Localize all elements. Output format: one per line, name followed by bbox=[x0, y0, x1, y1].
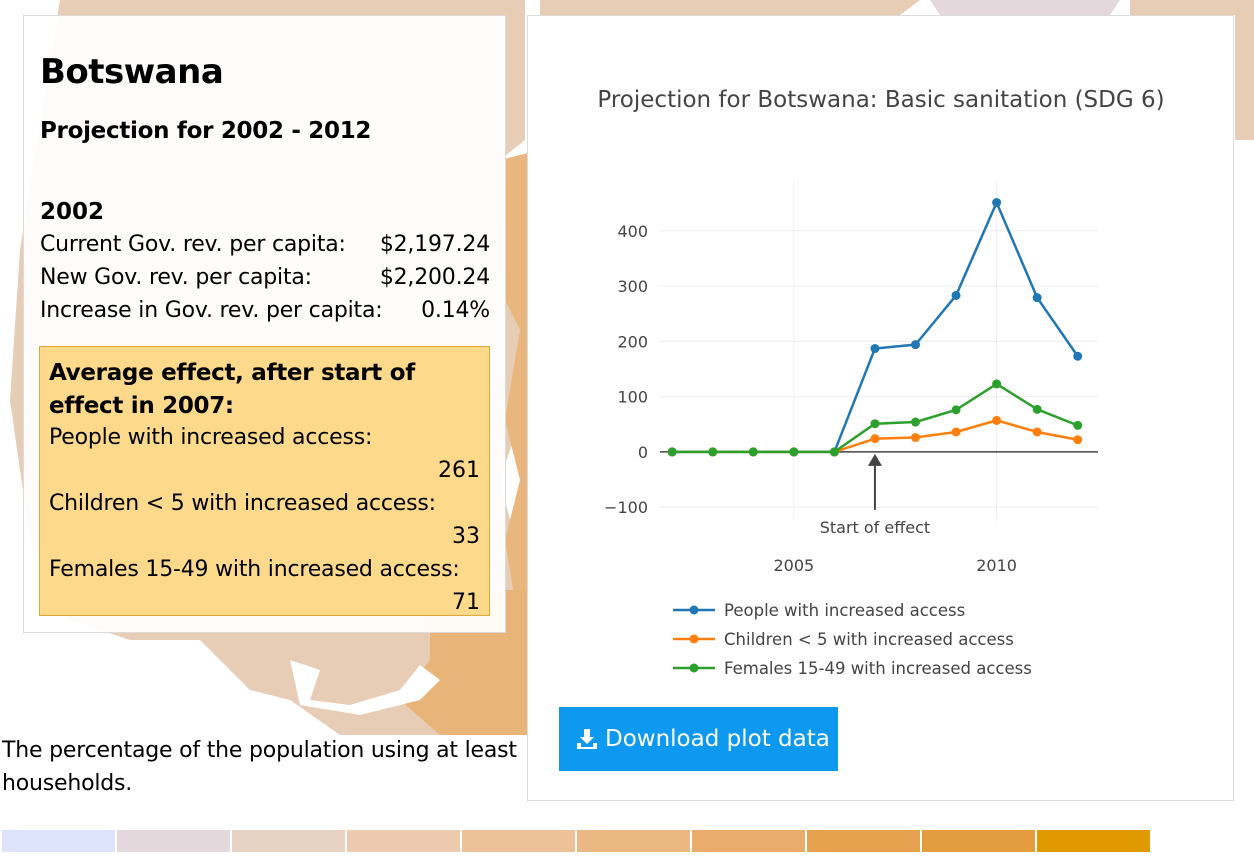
chart-panel: Projection for Botswana: Basic sanitatio… bbox=[527, 15, 1234, 801]
data-point[interactable] bbox=[667, 447, 677, 457]
data-point[interactable] bbox=[1073, 435, 1083, 445]
color-scale-swatch bbox=[577, 830, 690, 852]
map-region-north[interactable] bbox=[540, 0, 920, 15]
annotation-arrow-head bbox=[867, 453, 882, 466]
download-plot-data-button[interactable]: Download plot data bbox=[559, 707, 838, 771]
data-point[interactable] bbox=[870, 419, 880, 429]
data-point[interactable] bbox=[992, 415, 1002, 425]
stat-new-revenue: New Gov. rev. per capita: $2,200.24 bbox=[40, 265, 490, 295]
effect-children-label: Children < 5 with increased access: bbox=[49, 491, 436, 516]
data-point[interactable] bbox=[870, 434, 880, 444]
color-scale-swatch bbox=[347, 830, 460, 852]
data-point[interactable] bbox=[708, 447, 718, 457]
data-point[interactable] bbox=[1073, 351, 1083, 361]
projection-chart[interactable]: Projection for Botswana: Basic sanitatio… bbox=[528, 16, 1235, 716]
color-scale-swatch bbox=[117, 830, 230, 852]
data-point[interactable] bbox=[992, 198, 1002, 208]
color-scale-swatch bbox=[922, 830, 1035, 852]
legend-marker bbox=[689, 605, 699, 615]
description-line: The percentage of the population using a… bbox=[2, 738, 517, 763]
color-scale-swatch bbox=[2, 830, 115, 852]
annotation-label: Start of effect bbox=[820, 518, 930, 537]
series-line-people[interactable] bbox=[672, 201, 1079, 454]
country-info-panel: Botswana Projection for 2002 - 2012 2002… bbox=[23, 15, 506, 633]
chart-grid bbox=[660, 181, 1098, 521]
y-tick-label: 300 bbox=[617, 277, 648, 296]
country-name: Botswana bbox=[40, 52, 224, 92]
legend-item[interactable]: Children < 5 with increased access bbox=[673, 630, 1014, 649]
legend-label: People with increased access bbox=[724, 601, 965, 620]
x-tick-label: 2010 bbox=[976, 556, 1017, 575]
color-scale-swatch bbox=[462, 830, 575, 852]
legend-item[interactable]: People with increased access bbox=[673, 601, 965, 620]
color-scale-swatch bbox=[692, 830, 805, 852]
stat-label: Current Gov. rev. per capita: bbox=[40, 232, 346, 257]
y-tick-label: 400 bbox=[617, 222, 648, 241]
download-icon bbox=[577, 729, 597, 749]
stat-revenue-increase: Increase in Gov. rev. per capita: 0.14% bbox=[40, 298, 490, 328]
color-scale-swatch bbox=[1037, 830, 1150, 852]
legend-item[interactable]: Females 15-49 with increased access bbox=[673, 659, 1032, 678]
map-border bbox=[290, 660, 440, 715]
map-region-east[interactable] bbox=[1130, 0, 1254, 140]
stat-label: Increase in Gov. rev. per capita: bbox=[40, 298, 383, 323]
legend-label: Females 15-49 with increased access bbox=[724, 659, 1032, 678]
legend-marker bbox=[689, 634, 699, 644]
average-effect-heading: Average effect, after start of effect in… bbox=[49, 360, 415, 419]
stat-value: 0.14% bbox=[421, 298, 490, 323]
chart-title: Projection for Botswana: Basic sanitatio… bbox=[597, 87, 1164, 113]
data-point[interactable] bbox=[870, 344, 880, 354]
chart-axes: −100 0 100 200 300 400 2005 2010 bbox=[604, 222, 1098, 575]
data-point[interactable] bbox=[911, 340, 920, 350]
data-point[interactable] bbox=[1032, 404, 1042, 414]
data-point[interactable] bbox=[829, 447, 839, 457]
y-tick-label: 0 bbox=[638, 443, 648, 462]
average-effect-box: Average effect, after start of effect in… bbox=[39, 346, 490, 616]
stat-current-revenue: Current Gov. rev. per capita: $2,197.24 bbox=[40, 232, 490, 262]
effect-children-value: 33 bbox=[452, 524, 480, 549]
y-tick-label: 200 bbox=[617, 332, 648, 351]
color-scale-swatch bbox=[232, 830, 345, 852]
effect-people-label: People with increased access: bbox=[49, 425, 373, 450]
chart-annotation: Start of effect bbox=[820, 453, 930, 537]
data-point[interactable] bbox=[911, 417, 920, 427]
year-heading: 2002 bbox=[40, 199, 105, 225]
data-point[interactable] bbox=[951, 405, 961, 415]
data-point[interactable] bbox=[951, 427, 961, 437]
stat-label: New Gov. rev. per capita: bbox=[40, 265, 312, 290]
data-point[interactable] bbox=[1073, 420, 1083, 430]
data-point[interactable] bbox=[789, 447, 799, 457]
data-point[interactable] bbox=[1032, 427, 1042, 437]
effect-females-label: Females 15-49 with increased access: bbox=[49, 557, 460, 582]
effect-females-value: 71 bbox=[452, 590, 480, 615]
map-region-northeast[interactable] bbox=[930, 0, 1120, 15]
y-tick-label: 100 bbox=[617, 388, 648, 407]
indicator-description: The percentage of the population using a… bbox=[2, 734, 526, 800]
data-point[interactable] bbox=[1032, 293, 1042, 303]
effect-people-value: 261 bbox=[438, 458, 480, 483]
stat-value: $2,197.24 bbox=[379, 232, 490, 257]
data-point[interactable] bbox=[951, 290, 961, 300]
y-tick-label: −100 bbox=[604, 498, 648, 517]
data-point[interactable] bbox=[748, 447, 758, 457]
legend-label: Children < 5 with increased access bbox=[724, 630, 1014, 649]
data-point[interactable] bbox=[911, 433, 920, 443]
chart-legend[interactable]: People with increased access Children < 5… bbox=[673, 601, 1032, 678]
description-line: households. bbox=[2, 771, 133, 796]
data-point[interactable] bbox=[992, 379, 1002, 389]
x-tick-label: 2005 bbox=[773, 556, 814, 575]
projection-period: Projection for 2002 - 2012 bbox=[40, 118, 372, 144]
color-scale-legend bbox=[2, 830, 1152, 852]
chart-series[interactable] bbox=[667, 198, 1083, 457]
color-scale-swatch bbox=[807, 830, 920, 852]
legend-marker bbox=[689, 663, 699, 673]
download-button-label: Download plot data bbox=[605, 726, 830, 752]
stat-value: $2,200.24 bbox=[379, 265, 490, 290]
